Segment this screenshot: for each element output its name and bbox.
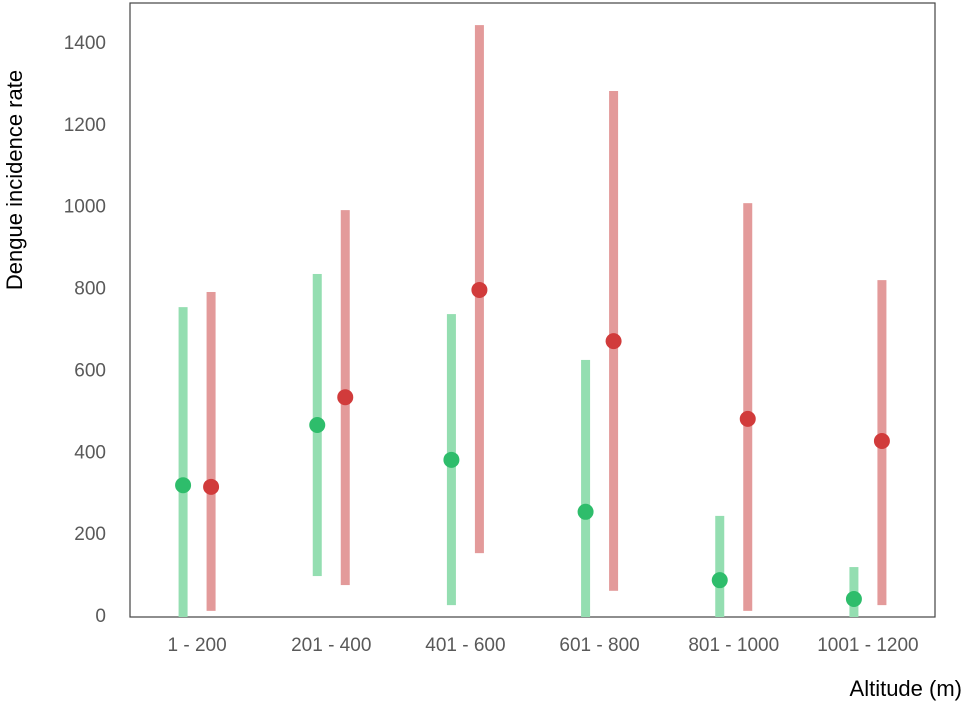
point	[711, 572, 728, 589]
point	[175, 477, 192, 494]
point	[577, 503, 594, 520]
y-tick-label: 400	[74, 442, 106, 463]
point	[605, 333, 622, 350]
x-tick-label: 401 - 600	[425, 635, 505, 656]
x-tick-label: 1 - 200	[168, 635, 227, 656]
point	[337, 389, 354, 406]
range-bar	[178, 307, 188, 617]
point	[845, 590, 862, 607]
point	[873, 432, 890, 449]
point	[203, 478, 220, 495]
range-bar	[581, 359, 591, 617]
x-tick-label: 601 - 800	[559, 635, 639, 656]
range-bar	[206, 291, 216, 611]
y-tick-label: 800	[74, 279, 106, 300]
range-bar	[715, 515, 725, 617]
y-tick-label: 200	[74, 524, 106, 545]
x-axis-title: Altitude (m)	[850, 676, 962, 701]
y-tick-label: 1200	[64, 115, 106, 136]
y-tick-label: 0	[95, 606, 106, 627]
y-tick-label: 600	[74, 360, 106, 381]
point	[471, 281, 488, 298]
point	[739, 410, 756, 427]
x-tick-label: 201 - 400	[291, 635, 371, 656]
point	[443, 451, 460, 468]
y-tick-label: 1000	[64, 197, 106, 218]
x-tick-label: 801 - 1000	[688, 635, 779, 656]
x-tick-label: 1001 - 1200	[817, 635, 918, 656]
y-tick-label: 1400	[64, 33, 106, 54]
point	[309, 417, 326, 434]
plot-frame	[129, 2, 936, 618]
range-bar	[743, 203, 753, 611]
y-axis-title: Dengue incidence rate	[2, 70, 27, 290]
